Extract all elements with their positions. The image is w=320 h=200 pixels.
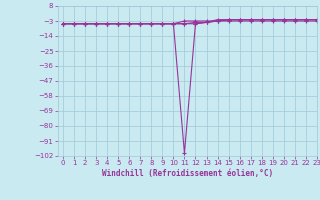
X-axis label: Windchill (Refroidissement éolien,°C): Windchill (Refroidissement éolien,°C): [102, 169, 273, 178]
